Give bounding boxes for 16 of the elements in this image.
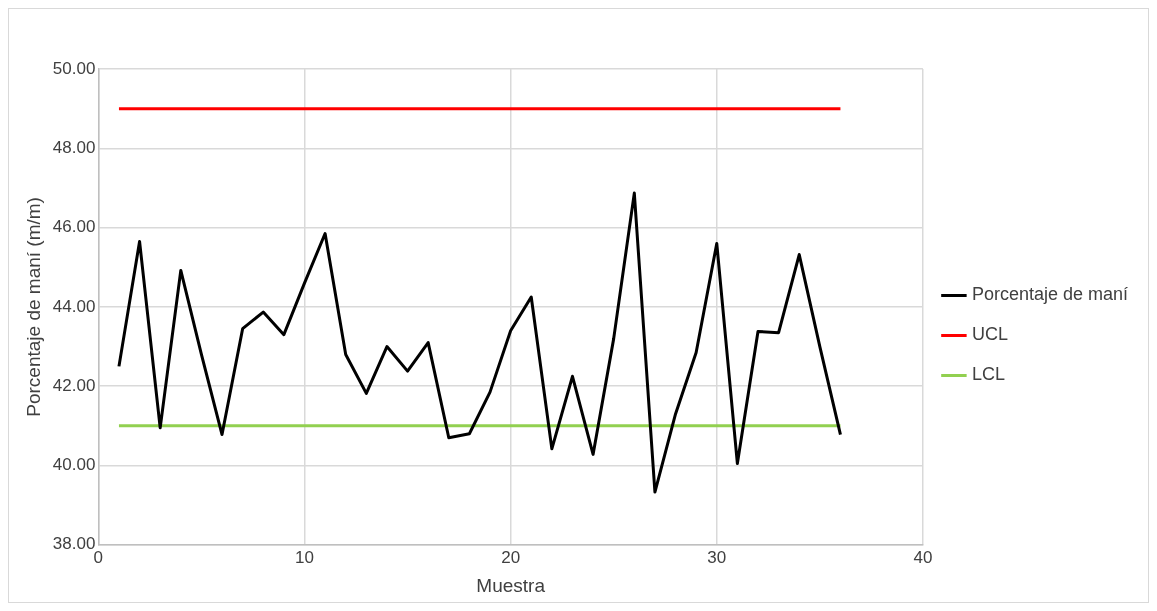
x-tick-label: 10: [295, 547, 314, 567]
legend-label: UCL: [971, 324, 1008, 345]
x-axis-title: Muestra: [476, 574, 546, 596]
y-tick-label: 50.00: [52, 58, 96, 78]
x-tick-label: 20: [501, 547, 521, 567]
y-axis-title: Porcentaje de maní (m/m): [22, 197, 44, 417]
y-tick-label: 42.00: [52, 375, 96, 395]
x-tick-label: 30: [707, 547, 727, 567]
y-tick-label: 44.00: [52, 296, 96, 316]
legend-label: LCL: [971, 364, 1005, 385]
x-tick-label: 40: [913, 547, 933, 567]
y-tick-label: 48.00: [52, 137, 96, 157]
x-tick-label: 0: [93, 547, 104, 567]
y-tick-label: 40.00: [52, 455, 96, 475]
y-tick-label: 46.00: [52, 217, 96, 237]
legend-label: Porcentaje de maní: [971, 284, 1128, 305]
